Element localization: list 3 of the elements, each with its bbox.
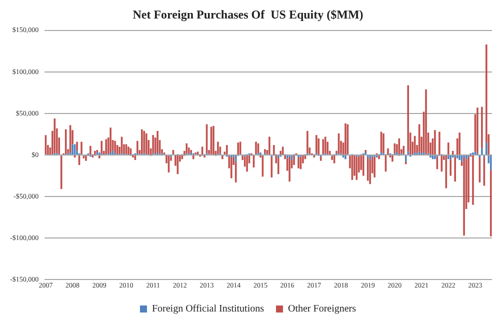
legend-label: Other Foreigners (288, 304, 356, 315)
legend-label: Foreign Official Institutions (152, 304, 264, 315)
chart-title: Net Foreign Purchases Of US Equity ($MM) (132, 7, 364, 22)
